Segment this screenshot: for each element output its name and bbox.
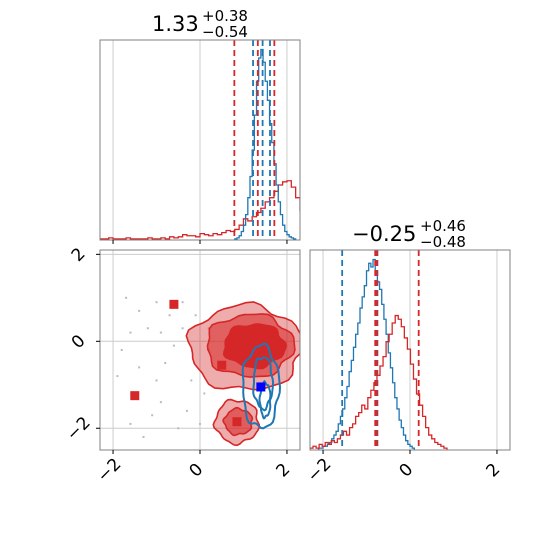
top-title-plus: +0.38 — [202, 7, 248, 25]
plot-area — [116, 250, 300, 447]
histogram-red-series — [310, 314, 448, 450]
scatter-sample-point — [177, 427, 180, 430]
red-square-marker — [217, 360, 227, 370]
right-panel-title: −0.25 +0.46 −0.48 — [352, 217, 466, 251]
right-title-median: −0.25 — [352, 222, 416, 246]
scatter-sample-point — [181, 327, 184, 330]
right-title-minus: −0.48 — [420, 233, 466, 251]
scatter-sample-point — [168, 314, 171, 317]
scatter-sample-point — [203, 392, 206, 395]
scatter-sample-point — [129, 331, 132, 334]
red-square-marker — [130, 391, 140, 401]
grid-lines — [112, 40, 288, 240]
histogram-blue-series — [318, 258, 415, 450]
plot-area — [100, 40, 300, 240]
top-title-median: 1.33 — [152, 12, 199, 36]
scatter-sample-point — [155, 379, 158, 382]
top-title-minus: −0.54 — [202, 23, 248, 41]
scatter-sample-point — [194, 314, 197, 317]
scatter-sample-point — [185, 409, 188, 412]
scatter-sample-point — [159, 331, 162, 334]
scatter-sample-point — [116, 375, 119, 378]
scatter-sample-point — [159, 401, 162, 404]
scatter-sample-point — [142, 435, 145, 438]
histogram-blue-series — [234, 48, 297, 240]
y-tick-label: 0 — [68, 331, 90, 353]
scatter-sample-point — [155, 301, 158, 304]
scatter-sample-point — [125, 296, 128, 299]
blue-contour-level — [241, 342, 282, 430]
x-tick-label: 2 — [483, 460, 505, 482]
y-tick-label: 2 — [68, 244, 90, 266]
blue-contour-level — [252, 355, 275, 412]
red-square-marker — [167, 250, 177, 251]
scatter-sample-point — [190, 379, 193, 382]
scatter-sample-point — [207, 327, 210, 330]
x-tick-label: 0 — [396, 460, 418, 482]
red-square-marker — [169, 299, 179, 309]
scatter-sample-point — [164, 362, 167, 365]
scatter-sample-point — [129, 422, 132, 425]
right-title-plus: +0.46 — [420, 217, 466, 235]
y-tick-label: −2 — [63, 413, 95, 445]
red-square-marker — [256, 347, 266, 357]
joint-contour-panel: −2 0 2 −2 0 2 — [63, 244, 301, 487]
x-tick-label: −2 — [304, 455, 336, 487]
scatter-sample-point — [146, 327, 149, 330]
top-marginal-histogram — [99, 39, 301, 244]
x-tick-label: 0 — [186, 460, 208, 482]
blue-square-marker — [256, 382, 266, 392]
top-panel-title: 1.33 +0.38 −0.54 — [152, 7, 248, 41]
x-tick-label: 2 — [273, 460, 295, 482]
plot-area — [310, 250, 448, 450]
x-tick-label: −2 — [94, 455, 126, 487]
red-square-marker — [232, 417, 242, 427]
scatter-sample-point — [138, 366, 141, 369]
scatter-sample-point — [151, 414, 154, 417]
histogram-red-series — [100, 180, 300, 240]
scatter-sample-point — [199, 422, 201, 425]
scatter-sample-point — [181, 301, 184, 304]
right-marginal-histogram: −2 0 2 — [304, 249, 511, 487]
blue-contour-level — [258, 379, 272, 420]
scatter-sample-point — [172, 344, 175, 347]
scatter-sample-point — [138, 309, 141, 312]
scatter-sample-point — [120, 349, 123, 351]
